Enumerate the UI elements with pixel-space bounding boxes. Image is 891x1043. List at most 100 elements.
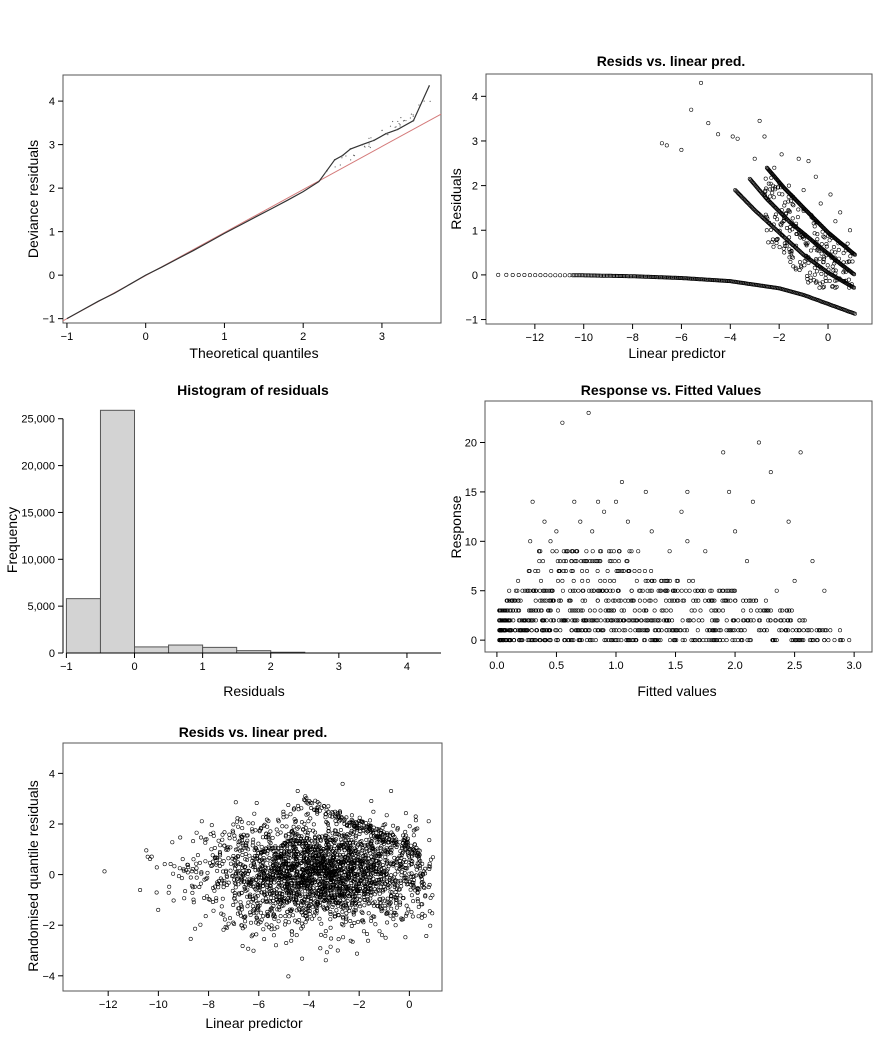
qq-point: [368, 137, 370, 139]
rqr-lp-point: [342, 818, 347, 823]
resp-fit-point: [587, 608, 592, 613]
rqr-lp-point: [359, 851, 364, 856]
rqr-lp-point: [423, 871, 428, 876]
resp-fit-point: [733, 598, 738, 603]
rqr-lp-point: [373, 881, 378, 886]
resp-fit-point: [576, 588, 581, 593]
rqr-lp-point: [245, 894, 250, 899]
rqr-lp-point: [332, 894, 337, 899]
resid-lp-point: [804, 242, 809, 247]
rqr-lp-point: [261, 870, 266, 875]
resp-fit-point: [608, 549, 613, 554]
resid-lp-point: [664, 275, 669, 280]
resp-fit-point: [780, 608, 785, 613]
rqr-lp-point: [276, 863, 281, 868]
qq-point: [400, 117, 402, 119]
rqr-lp-point: [323, 958, 328, 963]
resp-fit-point: [517, 608, 522, 613]
resid-lp-point: [646, 274, 651, 279]
rqr-lp-point: [349, 889, 354, 894]
rqr-lp-point: [323, 885, 328, 890]
rqr-lp-point: [284, 814, 289, 819]
resp-fit-point: [649, 618, 654, 623]
rqr-lp-point: [221, 859, 226, 864]
resid-lp-point: [801, 207, 806, 212]
rqr-lp-point: [301, 847, 306, 852]
rqr-lp-point: [294, 838, 299, 843]
rqr-lp-point: [320, 880, 325, 885]
rqr-lp-point: [328, 877, 333, 882]
qq-point: [350, 159, 352, 161]
rqr-lp-point: [260, 835, 265, 840]
rqr-lp-point: [262, 937, 267, 942]
rqr-lp-point: [197, 860, 202, 865]
resp-fit-point: [596, 588, 601, 593]
resid-lp-point: [771, 195, 776, 200]
resp-fit-point: [683, 588, 688, 593]
rqr-lp-point: [203, 859, 208, 864]
resp-fit-point: [531, 638, 536, 643]
rqr-lp-point: [340, 781, 345, 786]
qq-point: [395, 129, 397, 131]
resp-fit-point: [797, 638, 802, 643]
rqr-lp-point: [308, 891, 313, 896]
rqr-lp-point: [235, 819, 240, 824]
resp-fit-point: [499, 608, 504, 613]
hist-bar: [168, 644, 204, 654]
rqr-lp-point: [353, 840, 358, 845]
rqr-lp-point: [341, 935, 346, 940]
rqr-lp-point: [233, 847, 238, 852]
resp-fit-point: [542, 598, 547, 603]
rqr-lp-point: [257, 828, 262, 833]
qq-point: [369, 146, 371, 149]
rqr-lp-point: [400, 870, 405, 875]
resp-fit-point: [569, 559, 574, 564]
rqr-lp-point: [380, 877, 385, 882]
resp-fit-y-tick-label: 15: [465, 487, 477, 499]
resid-lp-point: [771, 244, 776, 249]
rqr-lp-point: [230, 874, 235, 879]
resp-fit-point: [696, 598, 701, 603]
resp-fit-point: [503, 638, 508, 643]
resp-fit-point: [537, 559, 542, 564]
resid-lp-point: [822, 235, 827, 240]
rqr-lp-point: [351, 866, 356, 871]
resid-lp-point: [823, 272, 828, 277]
resid-lp-point: [593, 273, 598, 278]
rqr-lp-point: [348, 854, 353, 859]
resp-fit-point: [716, 588, 721, 593]
resp-fit-point: [730, 628, 735, 633]
qq-point: [364, 146, 366, 148]
qq-point: [339, 164, 341, 166]
resid-lp-point: [778, 222, 783, 227]
resp-fit-point: [663, 588, 668, 593]
rqr-lp-point: [351, 912, 356, 917]
resp-fit-point: [503, 628, 508, 633]
resp-fit-point: [643, 489, 648, 494]
resp-fit-point: [750, 499, 755, 504]
rqr-lp-point: [221, 912, 226, 917]
resp-fit-point: [754, 598, 759, 603]
qq-x-tick-label: 2: [300, 331, 306, 343]
resp-fit-point: [649, 588, 654, 593]
rqr-lp-point: [412, 874, 417, 879]
rqr-lp-point: [280, 824, 285, 829]
rqr-lp-point: [382, 898, 387, 903]
rqr-lp-point: [364, 860, 369, 865]
resp-fit-point: [580, 578, 585, 583]
rqr-lp-point: [365, 849, 370, 854]
resp-fit-point: [806, 628, 811, 633]
rqr-lp-point: [390, 876, 395, 881]
rqr-lp-point: [333, 837, 338, 842]
rqr-lp-point: [340, 876, 345, 881]
resp-fit-point: [548, 608, 553, 613]
resid-lp-point: [772, 187, 777, 192]
resp-fit-point: [620, 618, 625, 623]
rqr-lp-point: [322, 868, 327, 873]
rqr-lp-title: Resids vs. linear pred.: [179, 724, 328, 740]
rqr-lp-point: [385, 840, 390, 845]
rqr-lp-point: [250, 904, 255, 909]
resp-fit-point: [534, 628, 539, 633]
resp-fit-point: [584, 638, 589, 643]
resp-fit-point: [521, 618, 526, 623]
